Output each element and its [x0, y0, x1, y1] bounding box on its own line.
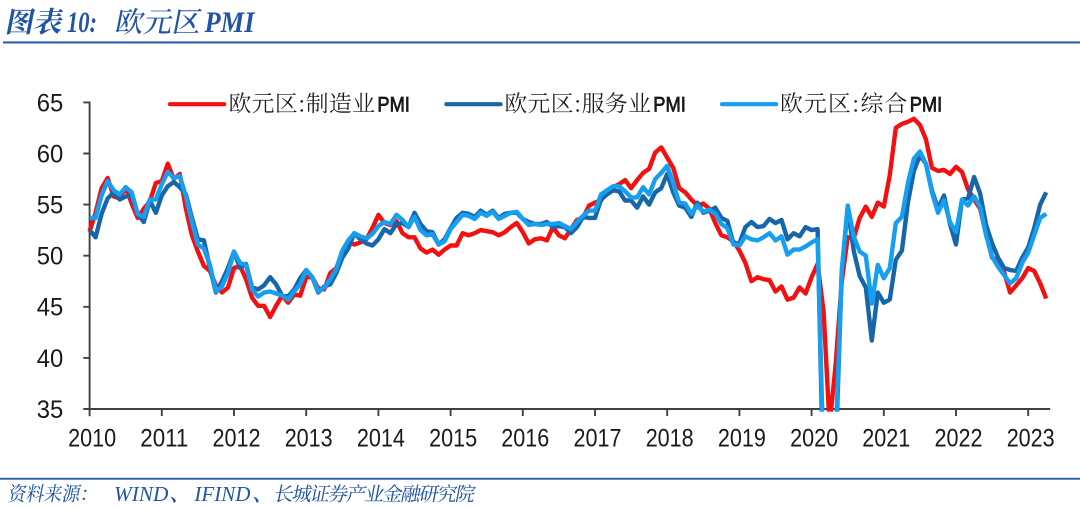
svg-text:2014: 2014 — [357, 424, 405, 452]
svg-text:PMI: PMI — [377, 93, 410, 117]
svg-text:60: 60 — [37, 140, 64, 168]
svg-text:2021: 2021 — [862, 424, 910, 452]
svg-text:2010: 2010 — [68, 424, 116, 452]
svg-text:PMI: PMI — [910, 93, 943, 117]
svg-text:2023: 2023 — [1007, 424, 1055, 452]
svg-text:2018: 2018 — [646, 424, 694, 452]
svg-text:2022: 2022 — [935, 424, 983, 452]
svg-text:WIND: WIND — [114, 482, 169, 506]
svg-text:2016: 2016 — [501, 424, 549, 452]
svg-text:35: 35 — [37, 396, 64, 424]
svg-text:2020: 2020 — [790, 424, 838, 452]
svg-text:PMI: PMI — [653, 93, 686, 117]
svg-text:2015: 2015 — [429, 424, 477, 452]
svg-text:50: 50 — [37, 243, 64, 271]
svg-text:PMI: PMI — [204, 6, 256, 39]
svg-text:2012: 2012 — [213, 424, 261, 452]
svg-text:55: 55 — [37, 192, 64, 220]
svg-text:IFIND: IFIND — [193, 482, 250, 506]
svg-text:2019: 2019 — [718, 424, 766, 452]
svg-text:65: 65 — [37, 89, 64, 117]
svg-text:2013: 2013 — [285, 424, 333, 452]
svg-text:2017: 2017 — [574, 424, 622, 452]
svg-text:10:: 10: — [67, 6, 97, 39]
svg-text:40: 40 — [37, 345, 64, 373]
svg-text:45: 45 — [37, 294, 64, 322]
svg-text:2011: 2011 — [140, 424, 188, 452]
